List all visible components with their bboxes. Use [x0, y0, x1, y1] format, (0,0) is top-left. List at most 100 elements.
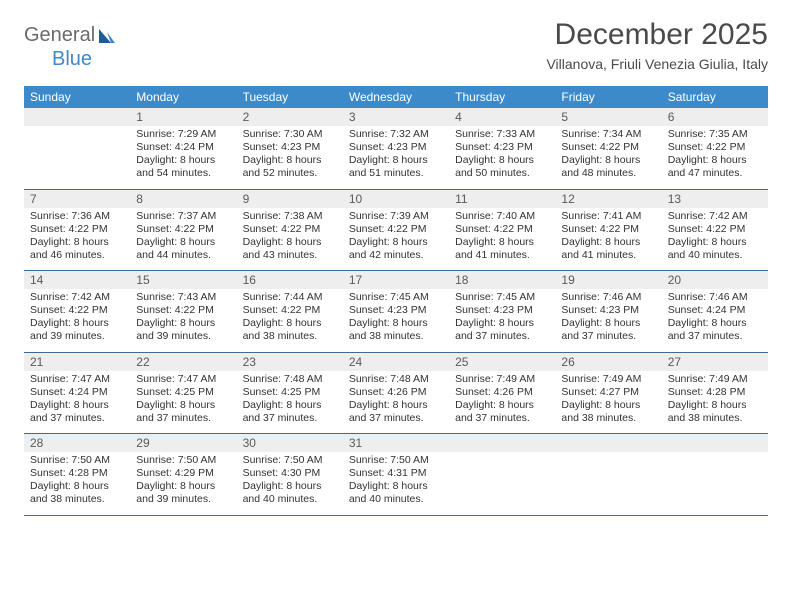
daylight-line: Daylight: 8 hours and 37 minutes.: [136, 399, 230, 425]
daylight-line: Daylight: 8 hours and 40 minutes.: [349, 480, 443, 506]
day-number: 1: [130, 108, 236, 126]
daylight-line: Daylight: 8 hours and 38 minutes.: [30, 480, 124, 506]
calendar-cell: 7Sunrise: 7:36 AMSunset: 4:22 PMDaylight…: [24, 189, 130, 271]
day-body: Sunrise: 7:46 AMSunset: 4:23 PMDaylight:…: [555, 289, 661, 352]
day-body: Sunrise: 7:40 AMSunset: 4:22 PMDaylight:…: [449, 208, 555, 271]
day-number: 19: [555, 271, 661, 289]
daylight-line: Daylight: 8 hours and 37 minutes.: [561, 317, 655, 343]
daylight-line: Daylight: 8 hours and 51 minutes.: [349, 154, 443, 180]
day-number: [662, 434, 768, 452]
day-number: 28: [24, 434, 130, 452]
daylight-line: Daylight: 8 hours and 46 minutes.: [30, 236, 124, 262]
day-body: Sunrise: 7:33 AMSunset: 4:23 PMDaylight:…: [449, 126, 555, 189]
day-body: Sunrise: 7:38 AMSunset: 4:22 PMDaylight:…: [237, 208, 343, 271]
sunset-line: Sunset: 4:30 PM: [243, 467, 337, 480]
daylight-line: Daylight: 8 hours and 41 minutes.: [455, 236, 549, 262]
calendar-cell: 12Sunrise: 7:41 AMSunset: 4:22 PMDayligh…: [555, 189, 661, 271]
daylight-line: Daylight: 8 hours and 37 minutes.: [668, 317, 762, 343]
day-number: 21: [24, 353, 130, 371]
day-body: Sunrise: 7:34 AMSunset: 4:22 PMDaylight:…: [555, 126, 661, 189]
day-number: 13: [662, 190, 768, 208]
day-number: 3: [343, 108, 449, 126]
day-body: Sunrise: 7:50 AMSunset: 4:29 PMDaylight:…: [130, 452, 236, 515]
calendar-cell: 18Sunrise: 7:45 AMSunset: 4:23 PMDayligh…: [449, 271, 555, 353]
sunset-line: Sunset: 4:24 PM: [136, 141, 230, 154]
daylight-line: Daylight: 8 hours and 37 minutes.: [455, 317, 549, 343]
day-body: Sunrise: 7:50 AMSunset: 4:30 PMDaylight:…: [237, 452, 343, 515]
daylight-line: Daylight: 8 hours and 54 minutes.: [136, 154, 230, 180]
weekday-header: Wednesday: [343, 86, 449, 108]
logo-text-blue: Blue: [52, 48, 92, 71]
day-number: 29: [130, 434, 236, 452]
day-number: 2: [237, 108, 343, 126]
sunset-line: Sunset: 4:28 PM: [30, 467, 124, 480]
sunrise-line: Sunrise: 7:46 AM: [668, 291, 762, 304]
day-number: 15: [130, 271, 236, 289]
calendar-cell: 5Sunrise: 7:34 AMSunset: 4:22 PMDaylight…: [555, 108, 661, 189]
daylight-line: Daylight: 8 hours and 37 minutes.: [349, 399, 443, 425]
calendar-body: 1Sunrise: 7:29 AMSunset: 4:24 PMDaylight…: [24, 108, 768, 515]
day-body: Sunrise: 7:46 AMSunset: 4:24 PMDaylight:…: [662, 289, 768, 352]
calendar-cell: 30Sunrise: 7:50 AMSunset: 4:30 PMDayligh…: [237, 434, 343, 516]
day-body: Sunrise: 7:50 AMSunset: 4:28 PMDaylight:…: [24, 452, 130, 515]
sunrise-line: Sunrise: 7:44 AM: [243, 291, 337, 304]
calendar-cell: 16Sunrise: 7:44 AMSunset: 4:22 PMDayligh…: [237, 271, 343, 353]
day-number: 12: [555, 190, 661, 208]
page-title: December 2025: [546, 18, 768, 52]
daylight-line: Daylight: 8 hours and 38 minutes.: [243, 317, 337, 343]
calendar-cell: 23Sunrise: 7:48 AMSunset: 4:25 PMDayligh…: [237, 352, 343, 434]
day-body: Sunrise: 7:35 AMSunset: 4:22 PMDaylight:…: [662, 126, 768, 189]
sunrise-line: Sunrise: 7:34 AM: [561, 128, 655, 141]
sunrise-line: Sunrise: 7:30 AM: [243, 128, 337, 141]
calendar-cell: 6Sunrise: 7:35 AMSunset: 4:22 PMDaylight…: [662, 108, 768, 189]
weekday-header: Thursday: [449, 86, 555, 108]
sunset-line: Sunset: 4:22 PM: [136, 304, 230, 317]
logo-sail-icon: [97, 27, 117, 45]
daylight-line: Daylight: 8 hours and 37 minutes.: [455, 399, 549, 425]
sunset-line: Sunset: 4:31 PM: [349, 467, 443, 480]
daylight-line: Daylight: 8 hours and 39 minutes.: [136, 317, 230, 343]
day-body: Sunrise: 7:42 AMSunset: 4:22 PMDaylight:…: [662, 208, 768, 271]
sunset-line: Sunset: 4:22 PM: [243, 304, 337, 317]
daylight-line: Daylight: 8 hours and 37 minutes.: [243, 399, 337, 425]
day-body: Sunrise: 7:49 AMSunset: 4:28 PMDaylight:…: [662, 371, 768, 434]
sunset-line: Sunset: 4:24 PM: [30, 386, 124, 399]
daylight-line: Daylight: 8 hours and 43 minutes.: [243, 236, 337, 262]
day-body: Sunrise: 7:49 AMSunset: 4:27 PMDaylight:…: [555, 371, 661, 434]
sunset-line: Sunset: 4:29 PM: [136, 467, 230, 480]
day-body: Sunrise: 7:49 AMSunset: 4:26 PMDaylight:…: [449, 371, 555, 434]
daylight-line: Daylight: 8 hours and 52 minutes.: [243, 154, 337, 180]
calendar-week-row: 28Sunrise: 7:50 AMSunset: 4:28 PMDayligh…: [24, 434, 768, 516]
day-body: Sunrise: 7:47 AMSunset: 4:24 PMDaylight:…: [24, 371, 130, 434]
calendar-cell: 22Sunrise: 7:47 AMSunset: 4:25 PMDayligh…: [130, 352, 236, 434]
sunset-line: Sunset: 4:22 PM: [136, 223, 230, 236]
sunset-line: Sunset: 4:22 PM: [668, 223, 762, 236]
day-body: Sunrise: 7:47 AMSunset: 4:25 PMDaylight:…: [130, 371, 236, 434]
calendar-cell: 15Sunrise: 7:43 AMSunset: 4:22 PMDayligh…: [130, 271, 236, 353]
calendar-cell: 10Sunrise: 7:39 AMSunset: 4:22 PMDayligh…: [343, 189, 449, 271]
calendar-table: Sunday Monday Tuesday Wednesday Thursday…: [24, 86, 768, 516]
calendar-week-row: 7Sunrise: 7:36 AMSunset: 4:22 PMDaylight…: [24, 189, 768, 271]
calendar-cell: 24Sunrise: 7:48 AMSunset: 4:26 PMDayligh…: [343, 352, 449, 434]
day-number: 31: [343, 434, 449, 452]
sunset-line: Sunset: 4:25 PM: [243, 386, 337, 399]
calendar-cell: 29Sunrise: 7:50 AMSunset: 4:29 PMDayligh…: [130, 434, 236, 516]
header: General December 2025 Villanova, Friuli …: [24, 18, 768, 72]
logo: General: [24, 24, 118, 47]
sunrise-line: Sunrise: 7:35 AM: [668, 128, 762, 141]
day-body: Sunrise: 7:32 AMSunset: 4:23 PMDaylight:…: [343, 126, 449, 189]
logo-line2: Blue: [24, 48, 92, 71]
calendar-cell: 11Sunrise: 7:40 AMSunset: 4:22 PMDayligh…: [449, 189, 555, 271]
calendar-cell: 19Sunrise: 7:46 AMSunset: 4:23 PMDayligh…: [555, 271, 661, 353]
day-number: [555, 434, 661, 452]
calendar-week-row: 1Sunrise: 7:29 AMSunset: 4:24 PMDaylight…: [24, 108, 768, 189]
day-number: 7: [24, 190, 130, 208]
daylight-line: Daylight: 8 hours and 40 minutes.: [243, 480, 337, 506]
day-number: 22: [130, 353, 236, 371]
day-body: Sunrise: 7:48 AMSunset: 4:26 PMDaylight:…: [343, 371, 449, 434]
weekday-header: Monday: [130, 86, 236, 108]
sunset-line: Sunset: 4:23 PM: [455, 141, 549, 154]
day-number: 14: [24, 271, 130, 289]
weekday-header-row: Sunday Monday Tuesday Wednesday Thursday…: [24, 86, 768, 108]
daylight-line: Daylight: 8 hours and 38 minutes.: [349, 317, 443, 343]
